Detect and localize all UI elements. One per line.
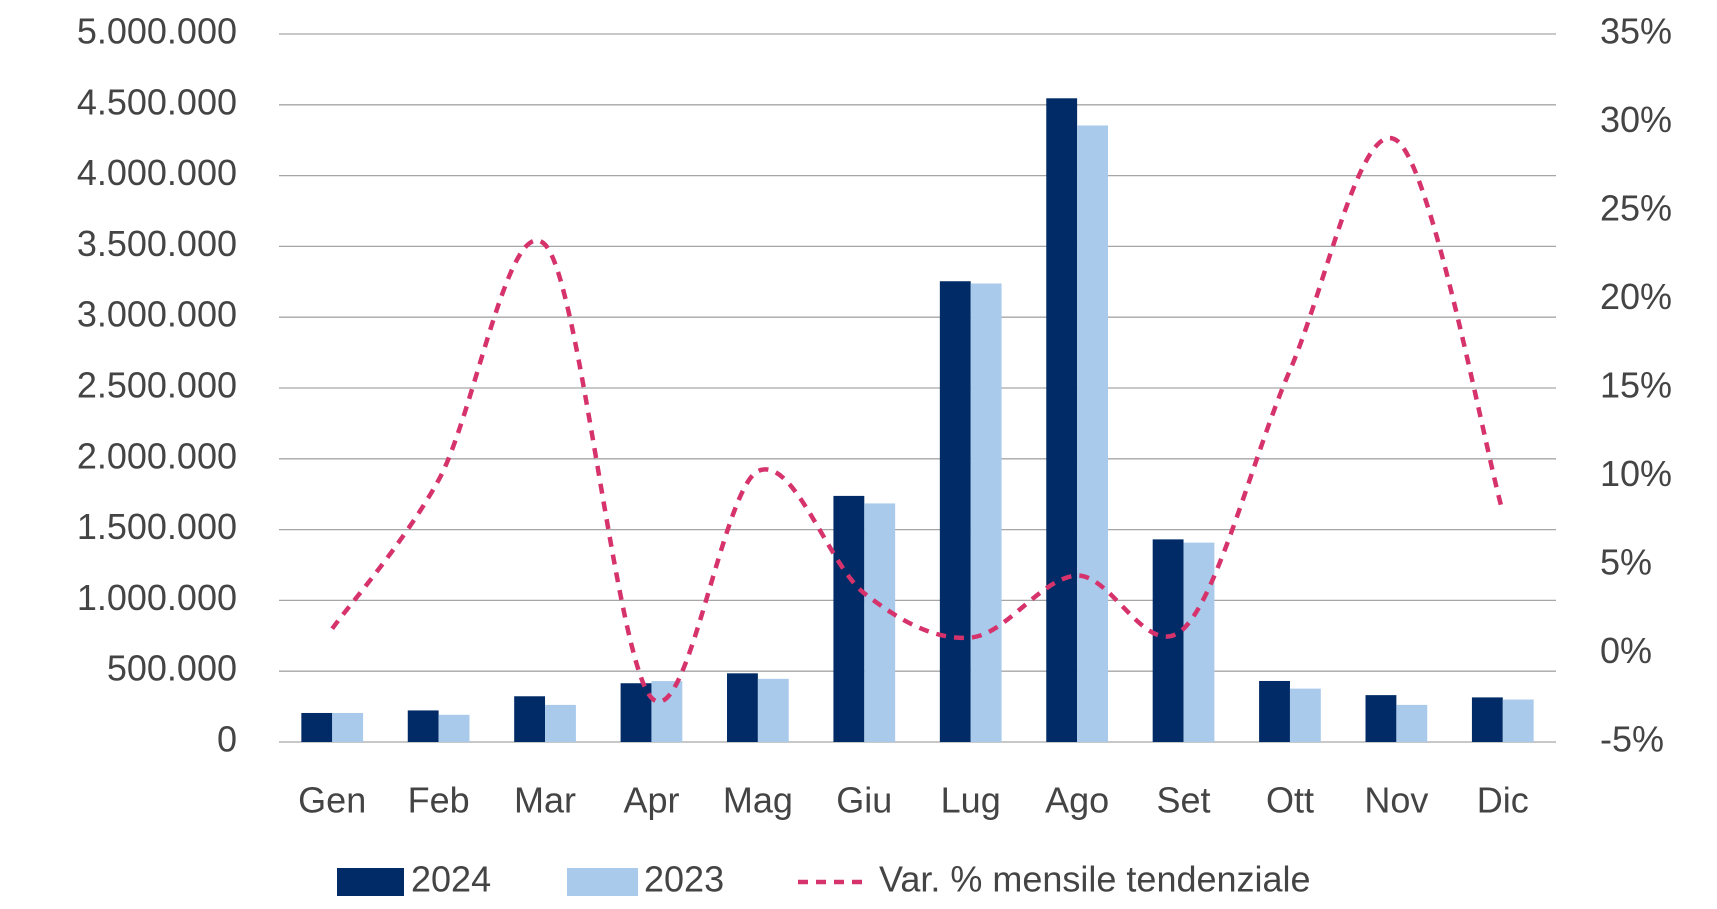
bar [407,710,439,742]
bar [970,283,1002,742]
x-tick-label: Apr [623,780,679,821]
x-tick-label: Dic [1477,780,1529,821]
y-tick-label: 500.000 [107,648,237,689]
x-tick-label: Ago [1045,780,1109,821]
y-tick-label: 3.000.000 [77,294,237,335]
y2-tick-label: 35% [1600,11,1672,52]
bar [301,712,333,742]
bar [1077,125,1108,742]
bar [1289,688,1321,742]
y2-tick-label: 5% [1600,542,1652,583]
bar [1183,542,1215,742]
x-tick-label: Mag [723,780,793,821]
y-tick-label: 2.500.000 [77,365,237,406]
bar [939,281,971,742]
bar [727,673,758,742]
bar [545,704,576,742]
bar [833,495,865,742]
y-tick-label: 2.000.000 [77,435,237,476]
line [330,135,1505,704]
bar [757,678,789,742]
x-tick-label: Feb [408,780,470,821]
bar [514,696,546,742]
bar [1259,680,1290,742]
y-tick-label: 4.500.000 [77,81,237,122]
y-tick-label: 0 [217,719,237,760]
y2-tick-label: 25% [1600,188,1672,229]
y2-tick-label: 0% [1600,630,1652,671]
y-tick-label: 4.000.000 [77,152,237,193]
bar [651,681,683,742]
x-tick-label: Mar [514,780,576,821]
bar [1152,539,1184,742]
x-tick-label: Set [1157,780,1211,821]
bar [1471,697,1503,742]
x-tick-label: Lug [941,780,1001,821]
bar [332,712,364,742]
y-tick-label: 5.000.000 [77,11,237,52]
x-tick-label: Ott [1266,780,1314,821]
y2-tick-label: -5% [1600,719,1664,760]
legend-label: 2023 [644,859,724,900]
bar [1502,699,1534,742]
legend-swatch [337,868,404,896]
x-tick-label: Giu [836,780,892,821]
bar [864,503,896,742]
bar [438,714,470,742]
bar [1365,695,1397,742]
legend-label: 2024 [411,859,491,900]
y-tick-label: 3.500.000 [77,223,237,264]
legend-label: Var. % mensile tendenziale [879,859,1311,900]
bar [620,683,652,742]
y2-tick-label: 30% [1600,99,1672,140]
x-tick-label: Nov [1364,780,1428,821]
y-tick-label: 1.500.000 [77,506,237,547]
y2-tick-label: 10% [1600,453,1672,494]
x-tick-label: Gen [298,780,366,821]
y2-tick-label: 15% [1600,365,1672,406]
y2-tick-label: 20% [1600,276,1672,317]
legend-swatch [567,868,638,896]
y-tick-label: 1.000.000 [77,577,237,618]
bar [1046,98,1078,743]
bar [1396,704,1428,742]
